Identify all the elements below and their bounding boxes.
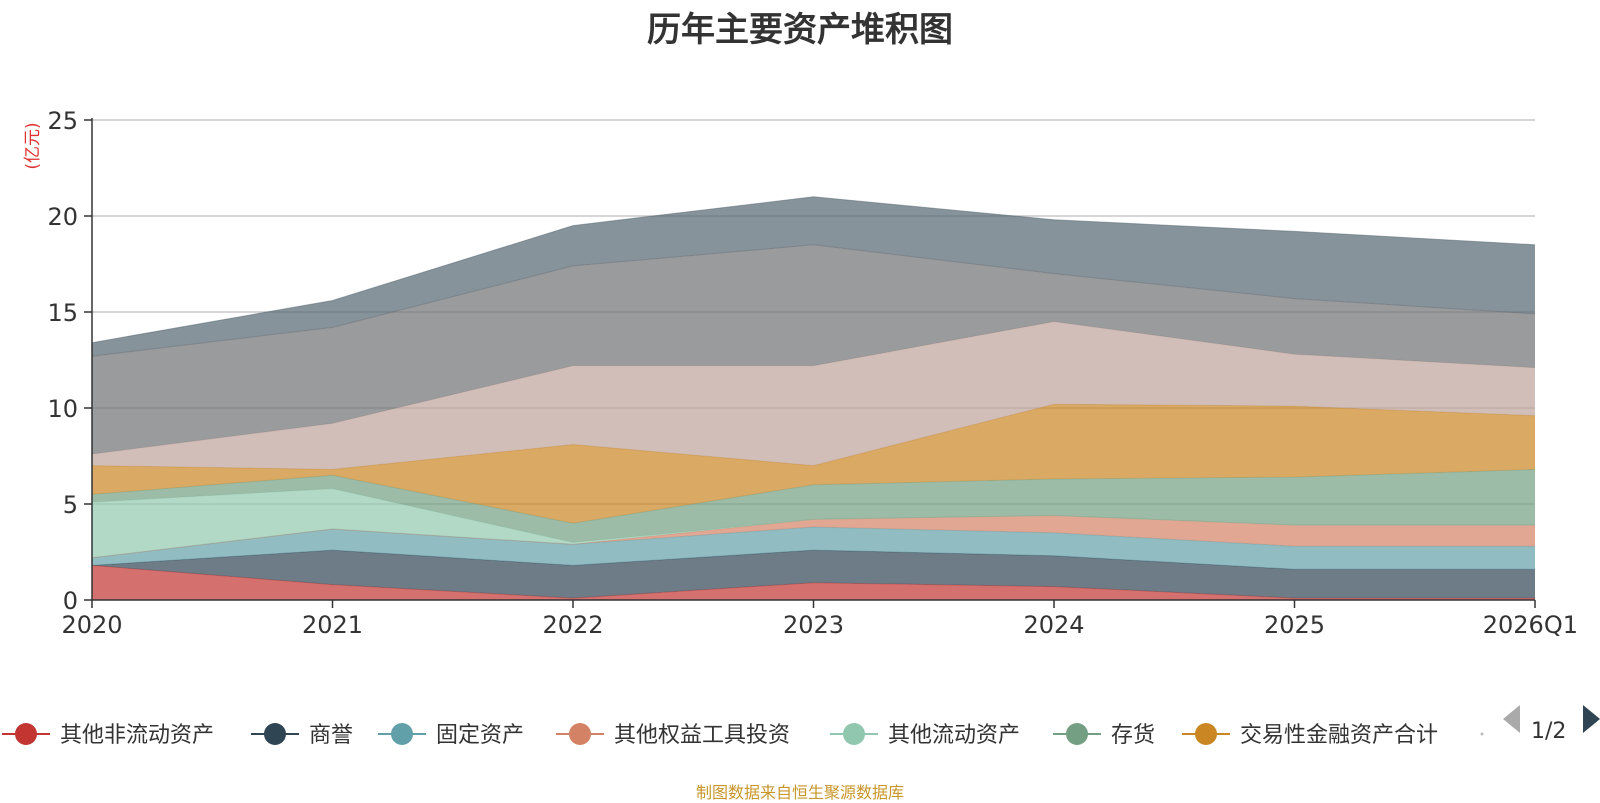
legend-label: 其他权益工具投资 <box>614 723 790 748</box>
x-tick-label: 2020 <box>61 611 122 639</box>
legend-marker-icon <box>15 723 37 745</box>
legend-next-arrow-icon[interactable] <box>1583 705 1600 733</box>
x-tick-label: 2022 <box>542 611 603 639</box>
x-tick-label: 2024 <box>1023 611 1084 639</box>
y-tick-label: 15 <box>47 299 78 327</box>
area-series-3 <box>92 527 1535 570</box>
x-tick-label: 2021 <box>302 611 363 639</box>
area-series-6 <box>92 469 1535 543</box>
area-layer <box>91 196 1536 600</box>
y-tick-label: 5 <box>63 491 78 519</box>
legend-label: 其他非流动资产 <box>60 723 214 748</box>
legend-item[interactable]: 其他权益工具投资 <box>556 723 790 748</box>
legend-overflow-dot <box>1480 732 1484 736</box>
area-series-edge-10 <box>91 196 1536 344</box>
legend-label: 商誉 <box>309 723 353 748</box>
legend-item[interactable]: 其他非流动资产 <box>2 723 214 748</box>
area-series-8 <box>92 321 1535 470</box>
legend-page-indicator: 1/2 <box>1531 719 1567 744</box>
y-tick-label: 20 <box>47 203 78 231</box>
legend-marker-icon <box>1066 723 1088 745</box>
x-tick-label: 2026Q1 <box>1483 611 1578 639</box>
area-series-2 <box>92 550 1535 599</box>
legend-label: 存货 <box>1111 723 1155 748</box>
legend-label: 交易性金融资产合计 <box>1240 723 1438 748</box>
area-series-7 <box>92 404 1535 524</box>
y-tick-label: 0 <box>63 587 78 615</box>
legend-item[interactable]: 商誉 <box>251 723 353 748</box>
area-series-4 <box>92 515 1535 558</box>
y-tick-label: 10 <box>47 395 78 423</box>
chart-title: 历年主要资产堆积图 <box>647 10 953 50</box>
legend-marker-icon <box>569 723 591 745</box>
x-tick-label: 2023 <box>783 611 844 639</box>
legend-item[interactable]: 其他流动资产 <box>830 723 1020 748</box>
legend-item[interactable]: 存货 <box>1053 723 1155 748</box>
legend-marker-icon <box>264 723 286 745</box>
x-tick-label: 2025 <box>1264 611 1325 639</box>
legend-marker-icon <box>391 723 413 745</box>
legend: 其他非流动资产 商誉 固定资产 其他权益工具投资 其他流动资产 存货 交易性金融资产合计 <box>2 723 1484 748</box>
legend-pager <box>1503 705 1600 733</box>
legend-prev-arrow-icon[interactable] <box>1503 705 1520 733</box>
legend-marker-icon <box>1195 723 1217 745</box>
area-series-5 <box>92 488 1535 558</box>
y-axis-unit-label: (亿元) <box>23 122 43 169</box>
legend-item[interactable]: 交易性金融资产合计 <box>1182 723 1438 748</box>
data-source-note: 制图数据来自恒生聚源数据库 <box>695 783 904 802</box>
area-series-10 <box>92 196 1535 357</box>
y-tick-label: 25 <box>47 107 78 135</box>
legend-item[interactable]: 固定资产 <box>378 723 524 748</box>
legend-label: 其他流动资产 <box>888 723 1020 748</box>
legend-label: 固定资产 <box>436 723 524 748</box>
legend-marker-icon <box>843 723 865 745</box>
